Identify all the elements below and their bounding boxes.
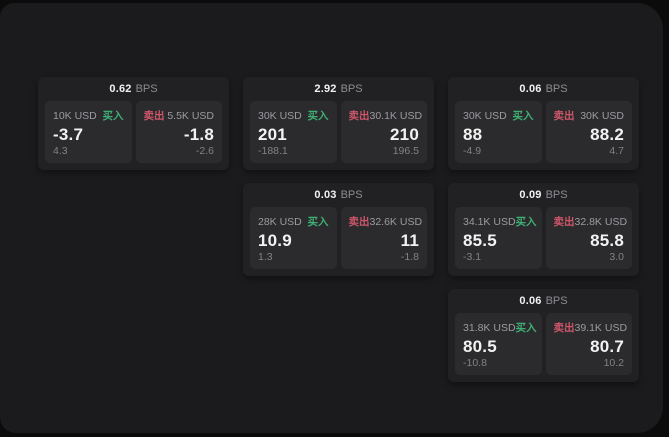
buy-label: 买入 xyxy=(515,322,537,334)
buy-label: 买入 xyxy=(307,110,329,122)
sell-label: 卖出 xyxy=(553,110,575,122)
delta-value: 196.5 xyxy=(392,145,419,157)
buy-tile[interactable]: 31.8K USD 买入 80.5 -10.8 xyxy=(455,313,542,375)
notional-label: 32.6K USD xyxy=(369,215,423,228)
quote-card[interactable]: 2.92 BPS 30K USD 买入 201 -188.1 卖出 30.1K … xyxy=(243,77,434,170)
buy-tile[interactable]: 30K USD 买入 88 -4.9 xyxy=(455,101,542,163)
bps-value: 0.62 xyxy=(109,83,132,95)
sell-label: 卖出 xyxy=(553,216,575,228)
quote-card[interactable]: 0.06 BPS 31.8K USD 买入 80.5 -10.8 卖出 39.1… xyxy=(448,289,639,382)
notional-label: 5.5K USD xyxy=(167,109,214,122)
quote-card[interactable]: 0.03 BPS 28K USD 买入 10.9 1.3 卖出 32.6K US… xyxy=(243,183,434,276)
sell-tile[interactable]: 卖出 39.1K USD 80.7 10.2 xyxy=(545,313,632,375)
delta-value: -3.1 xyxy=(463,251,482,263)
buy-tile[interactable]: 10K USD 买入 -3.7 4.3 xyxy=(45,101,132,163)
bps-header: 0.06 BPS xyxy=(455,77,632,101)
delta-value: -2.6 xyxy=(195,145,214,157)
bps-unit: BPS xyxy=(340,189,363,201)
quote-card[interactable]: 0.09 BPS 34.1K USD 买入 85.5 -3.1 卖出 32.8K… xyxy=(448,183,639,276)
sell-label: 卖出 xyxy=(348,216,370,228)
price-value: 85.5 xyxy=(463,230,497,250)
delta-value: -4.9 xyxy=(463,145,482,157)
sell-label: 卖出 xyxy=(348,110,370,122)
notional-label: 30K USD xyxy=(463,109,507,122)
sell-label: 卖出 xyxy=(553,322,575,334)
bps-header: 2.92 BPS xyxy=(250,77,427,101)
delta-value: 4.3 xyxy=(53,145,68,157)
bps-header: 0.09 BPS xyxy=(455,183,632,207)
sell-tile[interactable]: 卖出 30K USD 88.2 4.7 xyxy=(545,101,632,163)
buy-tile[interactable]: 34.1K USD 买入 85.5 -3.1 xyxy=(455,207,542,269)
sell-label: 卖出 xyxy=(143,110,165,122)
price-value: 201 xyxy=(258,124,287,144)
sell-tile[interactable]: 卖出 30.1K USD 210 196.5 xyxy=(340,101,427,163)
notional-label: 34.1K USD xyxy=(463,215,516,228)
notional-label: 31.8K USD xyxy=(463,321,516,334)
notional-label: 32.8K USD xyxy=(574,215,628,228)
notional-label: 10K USD xyxy=(53,109,97,122)
price-value: 85.8 xyxy=(590,230,624,250)
price-value: 80.7 xyxy=(590,336,624,356)
bps-unit: BPS xyxy=(545,189,568,201)
bps-value: 0.09 xyxy=(519,189,542,201)
notional-label: 30K USD xyxy=(580,109,624,122)
bps-header: 0.03 BPS xyxy=(250,183,427,207)
quote-card-grid: 0.62 BPS 10K USD 买入 -3.7 4.3 卖出 5.5K USD… xyxy=(38,77,639,382)
delta-value: -1.8 xyxy=(400,251,419,263)
notional-label: 30K USD xyxy=(258,109,302,122)
price-value: 88 xyxy=(463,124,483,144)
notional-label: 30.1K USD xyxy=(369,109,423,122)
bps-value: 0.03 xyxy=(314,189,337,201)
bps-unit: BPS xyxy=(340,83,363,95)
buy-label: 买入 xyxy=(102,110,124,122)
delta-value: 10.2 xyxy=(603,357,624,369)
sell-tile[interactable]: 卖出 32.6K USD 11 -1.8 xyxy=(340,207,427,269)
bps-value: 2.92 xyxy=(314,83,337,95)
delta-value: 3.0 xyxy=(609,251,624,263)
price-value: -1.8 xyxy=(183,124,214,144)
bps-value: 0.06 xyxy=(519,83,542,95)
price-value: -3.7 xyxy=(53,124,84,144)
buy-tile[interactable]: 30K USD 买入 201 -188.1 xyxy=(250,101,337,163)
price-value: 88.2 xyxy=(590,124,624,144)
buy-label: 买入 xyxy=(512,110,534,122)
delta-value: -10.8 xyxy=(463,357,487,369)
buy-tile[interactable]: 28K USD 买入 10.9 1.3 xyxy=(250,207,337,269)
delta-value: 1.3 xyxy=(258,251,273,263)
quote-card[interactable]: 0.62 BPS 10K USD 买入 -3.7 4.3 卖出 5.5K USD… xyxy=(38,77,229,170)
delta-value: -188.1 xyxy=(258,145,288,157)
bps-value: 0.06 xyxy=(519,295,542,307)
notional-label: 28K USD xyxy=(258,215,302,228)
delta-value: 4.7 xyxy=(609,145,624,157)
sell-tile[interactable]: 卖出 5.5K USD -1.8 -2.6 xyxy=(135,101,222,163)
price-value: 11 xyxy=(400,230,419,250)
bps-unit: BPS xyxy=(545,295,568,307)
price-value: 210 xyxy=(390,124,419,144)
buy-label: 买入 xyxy=(307,216,329,228)
bps-header: 0.62 BPS xyxy=(45,77,222,101)
bps-unit: BPS xyxy=(545,83,568,95)
bps-unit: BPS xyxy=(135,83,158,95)
buy-label: 买入 xyxy=(515,216,537,228)
price-value: 80.5 xyxy=(463,336,497,356)
quote-card[interactable]: 0.06 BPS 30K USD 买入 88 -4.9 卖出 30K USD 8… xyxy=(448,77,639,170)
sell-tile[interactable]: 卖出 32.8K USD 85.8 3.0 xyxy=(545,207,632,269)
notional-label: 39.1K USD xyxy=(574,321,628,334)
bps-header: 0.06 BPS xyxy=(455,289,632,313)
price-value: 10.9 xyxy=(258,230,292,250)
